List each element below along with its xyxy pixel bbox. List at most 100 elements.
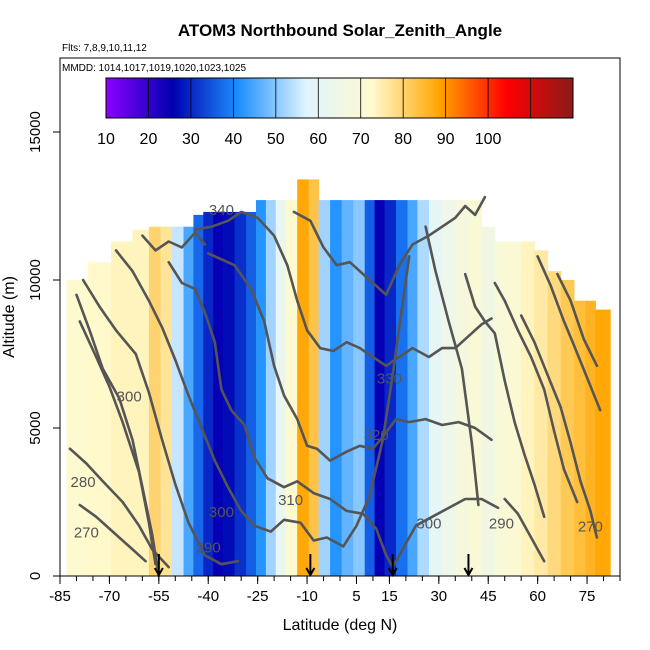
colorbar-tick-label: 80 — [394, 131, 412, 148]
heatmap-column — [234, 211, 247, 577]
heatmap-column — [132, 229, 150, 576]
contour-line — [503, 497, 546, 563]
chart-title: ATOM3 Northbound Solar_Zenith_Angle — [178, 21, 502, 40]
x-tick-label: -10 — [296, 588, 318, 605]
heatmap-column — [534, 250, 549, 576]
y-tick-label: 5000 — [27, 411, 44, 444]
contour-label: 310 — [278, 492, 303, 509]
contour-line — [78, 320, 157, 566]
colorbar-tick-label: 30 — [182, 131, 200, 148]
contour-line — [536, 255, 602, 412]
contour-line — [193, 210, 493, 368]
x-tick-label: 5 — [352, 588, 360, 605]
heatmap-column — [256, 200, 267, 576]
heatmap-column — [297, 179, 310, 577]
contour-label: 290 — [196, 539, 221, 556]
contour-line — [519, 314, 599, 539]
x-tick-label: -25 — [247, 588, 269, 605]
colorbar-tick-label: 100 — [475, 131, 502, 148]
y-tick-label: 10000 — [27, 259, 44, 301]
x-tick-label: 45 — [480, 588, 497, 605]
colorbar: 10 20 30 40 50 60 70 80 90 100 — [97, 77, 574, 148]
contour-labels: 340 330 320 310 300 300 300 290 290 280 270 270 — [71, 202, 603, 556]
flights-label: Flts: 7,8,9,10,11,12 — [62, 43, 147, 54]
contour-label: 290 — [489, 516, 514, 533]
heatmap-column — [160, 226, 173, 576]
heatmap-column — [407, 200, 419, 576]
colorbar-tick-label: 70 — [352, 131, 370, 148]
x-tick-label: -55 — [148, 588, 170, 605]
contour-line — [493, 281, 579, 504]
x-axis: -85 -70 -55 -40 -25 -10 5 15 30 45 60 75 — [49, 576, 621, 605]
heatmap-column — [341, 200, 354, 576]
x-axis-label: Latitude (deg N) — [283, 617, 398, 634]
contour-line — [167, 260, 500, 569]
contour-label: 270 — [74, 525, 99, 542]
flight-marker-arrowhead — [153, 567, 164, 578]
heatmap-column — [265, 200, 277, 576]
contour-line — [556, 272, 599, 368]
contour-line — [424, 225, 480, 507]
heatmap-column — [374, 200, 386, 576]
heatmap-column — [547, 271, 562, 576]
y-axis: 0 5000 10000 15000 — [27, 111, 60, 580]
contour-line — [78, 503, 147, 563]
heatmap-column — [353, 200, 366, 576]
contour-lines — [68, 195, 602, 578]
contour-line — [292, 195, 487, 297]
heatmap-column — [481, 226, 496, 576]
heatmap-column — [442, 200, 456, 576]
colorbar-ticks: 10 20 30 40 50 60 70 80 90 100 — [97, 78, 574, 148]
contour-label: 320 — [364, 427, 389, 444]
heatmap-column — [148, 226, 162, 576]
heatmap-column — [468, 200, 483, 576]
heatmap-column — [417, 200, 430, 576]
contour-line — [114, 249, 411, 548]
contour-label: 300 — [117, 388, 142, 405]
heatmap-column — [172, 226, 185, 576]
heatmap-column — [203, 211, 214, 577]
contour-line — [68, 447, 170, 569]
heatmap-column — [308, 179, 320, 577]
contour-line — [141, 231, 207, 252]
heatmap-column — [455, 200, 470, 576]
y-tick-label: 15000 — [27, 111, 44, 153]
heatmap-column — [330, 200, 343, 576]
heatmap-column — [246, 211, 257, 577]
x-tick-label: -40 — [197, 588, 219, 605]
colorbar-tick-label: 90 — [437, 131, 455, 148]
x-tick-label: -70 — [99, 588, 121, 605]
mmdd-label: MMDD: 1014,1017,1019,1020,1023,1025 — [62, 63, 246, 74]
x-tick-label: -85 — [49, 588, 71, 605]
heatmap-column — [508, 241, 522, 576]
contour-label: 330 — [377, 371, 402, 388]
y-axis-label: Altitude (m) — [1, 276, 18, 358]
colorbar-tick-label: 10 — [97, 131, 115, 148]
flight-marker-arrowhead — [387, 567, 398, 578]
contour-label: 300 — [416, 516, 441, 533]
heatmap-column — [364, 200, 376, 576]
contour-label: 340 — [209, 202, 234, 219]
contour-label: 270 — [578, 519, 603, 536]
heatmap-column — [66, 280, 89, 576]
x-tick-label: 60 — [529, 588, 546, 605]
heatmap-column — [193, 214, 204, 576]
flight-marker-arrowhead — [463, 567, 474, 578]
colorbar-tick-label: 20 — [140, 131, 158, 148]
contour-label: 280 — [71, 474, 96, 491]
heatmap-column — [428, 200, 443, 576]
colorbar-tick-label: 60 — [309, 131, 327, 148]
heatmap-column — [213, 211, 224, 577]
x-tick-label: 30 — [430, 588, 447, 605]
heatmap-column — [585, 300, 596, 576]
heatmap-column — [494, 241, 509, 576]
contour-line — [463, 272, 546, 519]
contour-line — [81, 278, 240, 566]
flight-marker-arrowhead — [305, 567, 316, 578]
flight-markers — [153, 554, 474, 578]
x-tick-label: 15 — [381, 588, 398, 605]
heatmap-column — [318, 200, 331, 576]
heatmap-column — [183, 226, 195, 576]
colorbar-tick-label: 40 — [224, 131, 242, 148]
